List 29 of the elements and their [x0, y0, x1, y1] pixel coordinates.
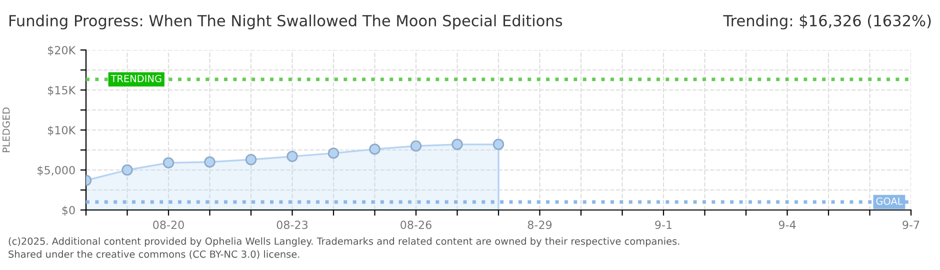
x-tick-label: 08-23 — [276, 220, 308, 230]
chart-title: Funding Progress: When The Night Swallowed The Moon Special Editions — [10, 14, 562, 30]
y-tick-label: $20K — [48, 46, 76, 56]
point — [452, 138, 463, 150]
x-tick-label: 08-20 — [153, 220, 184, 230]
point — [492, 138, 504, 150]
x-tick-label: 9-7 — [902, 220, 920, 230]
point — [204, 156, 216, 168]
y-tick-label: $15K — [48, 86, 76, 96]
ref-line-label: GOAL — [876, 197, 903, 205]
point — [328, 148, 340, 159]
point — [410, 140, 422, 152]
y-tick-label: $10K — [48, 126, 76, 136]
x-tick-label: 08-26 — [400, 220, 432, 230]
y-axis-title: PLEDGED — [2, 108, 10, 152]
x-tick-label: 9-1 — [655, 220, 672, 230]
point — [122, 164, 133, 176]
x-tick-label: 9-4 — [778, 220, 796, 230]
y-tick-label: $5,000 — [38, 166, 75, 176]
point — [369, 144, 380, 155]
y-tick-label: $0 — [62, 206, 75, 216]
text: Shared under the creative commons (CC BY-NC 3.0) license. — [8, 250, 300, 259]
chart-subtitle: Trending: $16,326 (1632%) — [723, 14, 931, 30]
text: (c)2025. Additional content provided by Ophelia Wells Langley. Trademarks and related content are owned by their respective companies. — [8, 237, 680, 247]
point — [286, 150, 298, 162]
point — [162, 157, 174, 168]
point — [245, 154, 257, 166]
x-tick-label: 8-29 — [528, 220, 552, 230]
ref-line-label: TRENDING — [110, 74, 162, 82]
